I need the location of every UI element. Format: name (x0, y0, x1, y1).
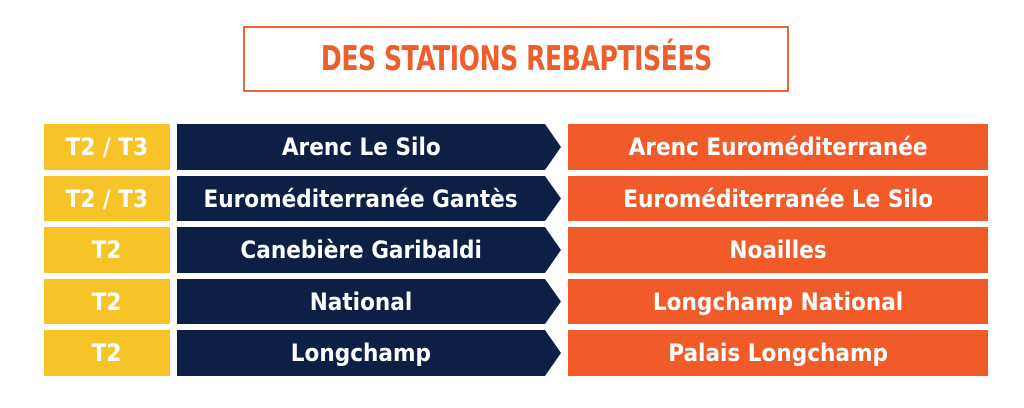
line-label: T2 (92, 339, 122, 367)
table-row: T2 / T3 Arenc Le Silo Arenc Euroméditerr… (44, 124, 988, 170)
old-name: Longchamp (290, 339, 432, 367)
line-badge: T2 / T3 (44, 176, 170, 221)
line-label: T2 / T3 (65, 184, 149, 213)
new-name: Arenc Euroméditerranée (628, 133, 928, 161)
new-name-box: Arenc Euroméditerranée (568, 124, 988, 170)
line-label: T2 / T3 (65, 133, 149, 161)
old-name: Euroméditerranée Gantès (203, 184, 519, 213)
table-row: T2 / T3 Euroméditerranée Gantès Euromédi… (44, 176, 988, 221)
old-name-arrow: Longchamp (177, 330, 561, 376)
old-name-arrow: Canebière Garibaldi (177, 227, 561, 273)
new-name: Noailles (729, 236, 827, 264)
new-name: Euroméditerranée Le Silo (623, 184, 933, 213)
table-row: T2 Longchamp Palais Longchamp (44, 330, 988, 376)
table-row: T2 National Longchamp National (44, 279, 988, 324)
line-badge: T2 (44, 279, 170, 324)
new-name-box: Noailles (568, 227, 988, 273)
line-label: T2 (92, 236, 122, 264)
old-name-arrow: Arenc Le Silo (177, 124, 561, 170)
old-name-arrow: National (177, 279, 561, 324)
line-badge: T2 (44, 227, 170, 273)
title-text: DES STATIONS REBAPTISÉES (320, 39, 712, 79)
new-name-box: Longchamp National (568, 279, 988, 324)
line-label: T2 (92, 287, 122, 316)
line-badge: T2 / T3 (44, 124, 170, 170)
old-name: Canebière Garibaldi (240, 236, 482, 264)
new-name: Palais Longchamp (668, 339, 888, 367)
new-name: Longchamp National (652, 287, 904, 316)
new-name-box: Palais Longchamp (568, 330, 988, 376)
old-name-arrow: Euroméditerranée Gantès (177, 176, 561, 221)
old-name: Arenc Le Silo (281, 133, 441, 161)
table-row: T2 Canebière Garibaldi Noailles (44, 227, 988, 273)
line-badge: T2 (44, 330, 170, 376)
new-name-box: Euroméditerranée Le Silo (568, 176, 988, 221)
page-title: DES STATIONS REBAPTISÉES (243, 26, 789, 92)
old-name: National (309, 287, 413, 316)
